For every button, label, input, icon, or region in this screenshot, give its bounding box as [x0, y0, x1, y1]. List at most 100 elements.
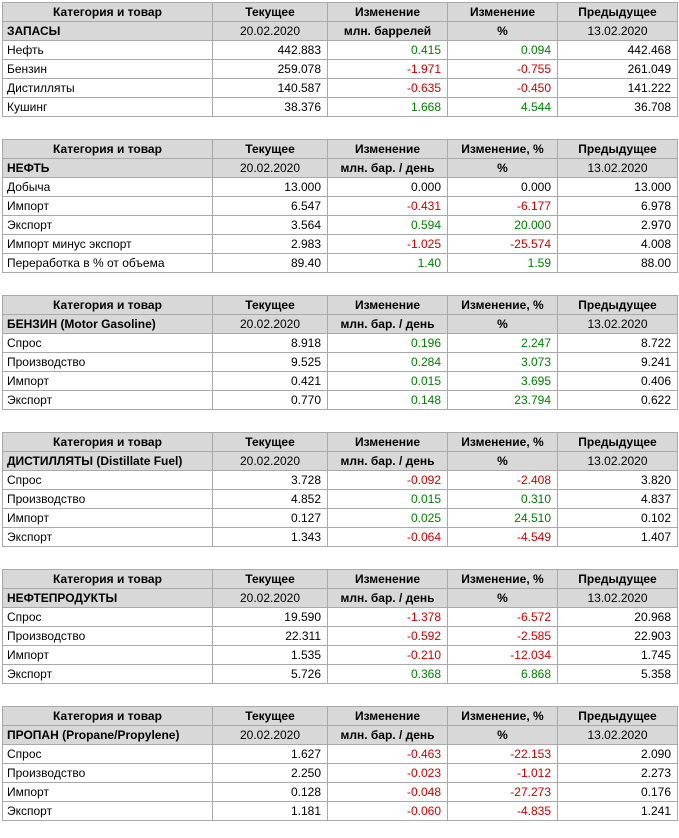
- unit-label: млн. бар. / день: [327, 314, 448, 334]
- current-value: 2.250: [212, 763, 328, 783]
- change-value: 0.015: [327, 371, 448, 391]
- data-table-crude-oil: Категория и товар Текущее Изменение Изменен…: [2, 139, 678, 273]
- previous-value: 3.820: [557, 470, 678, 490]
- column-header: Изменение: [327, 295, 448, 315]
- column-header: Текущее: [212, 295, 328, 315]
- category-cell: Бензин: [2, 59, 213, 79]
- category-cell: Спрос: [2, 744, 213, 764]
- section-title: ДИСТИЛЛЯТЫ (Distillate Fuel): [2, 451, 213, 471]
- current-value: 5.726: [212, 664, 328, 684]
- previous-value: 141.222: [557, 78, 678, 98]
- current-value: 13.000: [212, 177, 328, 197]
- table-row: Спрос 8.918 0.196 2.247 8.722: [2, 333, 678, 353]
- category-cell: Производство: [2, 352, 213, 372]
- current-value: 0.127: [212, 508, 328, 528]
- current-date-label: 20.02.2020: [212, 451, 328, 471]
- change-value: -0.064: [327, 527, 448, 547]
- change-value: 0.025: [327, 508, 448, 528]
- previous-value: 442.468: [557, 40, 678, 60]
- category-cell: Производство: [2, 763, 213, 783]
- current-value: 0.421: [212, 371, 328, 391]
- category-cell: Кушинг: [2, 97, 213, 117]
- change-percent-value: -2.585: [447, 626, 558, 646]
- change-percent-value: 2.247: [447, 333, 558, 353]
- table-row: Дистилляты 140.587 -0.635 -0.450 141.222: [2, 78, 678, 98]
- percent-label: %: [447, 725, 558, 745]
- change-percent-value: 3.695: [447, 371, 558, 391]
- previous-date-label: 13.02.2020: [557, 725, 678, 745]
- subheader-row: ДИСТИЛЛЯТЫ (Distillate Fuel) 20.02.2020 мл…: [2, 451, 678, 471]
- change-value: 0.368: [327, 664, 448, 684]
- column-header-row: Категория и товар Текущее Изменение Изменен…: [2, 139, 678, 159]
- category-cell: Экспорт: [2, 390, 213, 410]
- table-row: Экспорт 5.726 0.368 6.868 5.358: [2, 664, 678, 684]
- table-row: Импорт 1.535 -0.210 -12.034 1.745: [2, 645, 678, 665]
- category-cell: Производство: [2, 489, 213, 509]
- table-row: Импорт 0.128 -0.048 -27.273 0.176: [2, 782, 678, 802]
- previous-value: 0.622: [557, 390, 678, 410]
- column-header: Категория и товар: [2, 2, 213, 22]
- previous-value: 20.968: [557, 607, 678, 627]
- previous-value: 13.000: [557, 177, 678, 197]
- change-value: 0.015: [327, 489, 448, 509]
- column-header: Текущее: [212, 2, 328, 22]
- current-date-label: 20.02.2020: [212, 314, 328, 334]
- current-value: 1.181: [212, 801, 328, 821]
- change-percent-value: 20.000: [447, 215, 558, 235]
- column-header: Изменение, %: [447, 295, 558, 315]
- current-date-label: 20.02.2020: [212, 725, 328, 745]
- current-date-label: 20.02.2020: [212, 158, 328, 178]
- current-value: 19.590: [212, 607, 328, 627]
- change-percent-value: -6.177: [447, 196, 558, 216]
- change-percent-value: 0.310: [447, 489, 558, 509]
- change-value: -0.635: [327, 78, 448, 98]
- table-row: Производство 9.525 0.284 3.073 9.241: [2, 352, 678, 372]
- column-header: Изменение: [327, 139, 448, 159]
- column-header: Категория и товар: [2, 432, 213, 452]
- section-title: БЕНЗИН (Motor Gasoline): [2, 314, 213, 334]
- previous-value: 1.407: [557, 527, 678, 547]
- subheader-row: БЕНЗИН (Motor Gasoline) 20.02.2020 млн. ба…: [2, 314, 678, 334]
- change-value: -0.060: [327, 801, 448, 821]
- category-cell: Импорт: [2, 371, 213, 391]
- column-header: Категория и товар: [2, 706, 213, 726]
- change-percent-value: 1.59: [447, 253, 558, 273]
- change-percent-value: -22.153: [447, 744, 558, 764]
- percent-label: %: [447, 588, 558, 608]
- column-header: Категория и товар: [2, 569, 213, 589]
- column-header: Текущее: [212, 432, 328, 452]
- change-value: -1.971: [327, 59, 448, 79]
- previous-value: 8.722: [557, 333, 678, 353]
- category-cell: Импорт: [2, 645, 213, 665]
- data-table-distillates: Категория и товар Текущее Изменение Изменен…: [2, 432, 678, 547]
- previous-value: 2.090: [557, 744, 678, 764]
- column-header: Предыдущее: [557, 139, 678, 159]
- current-value: 140.587: [212, 78, 328, 98]
- change-value: 0.000: [327, 177, 448, 197]
- category-cell: Дистилляты: [2, 78, 213, 98]
- subheader-row: ЗАПАСЫ 20.02.2020 млн. баррелей% 13.02.2020: [2, 21, 678, 41]
- change-value: 1.668: [327, 97, 448, 117]
- column-header: Изменение: [447, 2, 558, 22]
- current-value: 259.078: [212, 59, 328, 79]
- change-percent-value: 6.868: [447, 664, 558, 684]
- category-cell: Добыча: [2, 177, 213, 197]
- column-header: Изменение: [327, 432, 448, 452]
- previous-value: 22.903: [557, 626, 678, 646]
- section-title: ПРОПАН (Propane/Propylene): [2, 725, 213, 745]
- change-value: -0.048: [327, 782, 448, 802]
- table-row: Добыча 13.000 0.000 0.000 13.000: [2, 177, 678, 197]
- change-value: 1.40: [327, 253, 448, 273]
- table-row: Производство 22.311 -0.592 -2.585 22.903: [2, 626, 678, 646]
- change-value: 0.148: [327, 390, 448, 410]
- current-value: 1.343: [212, 527, 328, 547]
- current-value: 3.564: [212, 215, 328, 235]
- table-row: Бензин 259.078 -1.971 -0.755 261.049: [2, 59, 678, 79]
- current-value: 0.128: [212, 782, 328, 802]
- category-cell: Импорт: [2, 782, 213, 802]
- current-value: 89.40: [212, 253, 328, 273]
- column-header-row: Категория и товар Текущее Изменение Изменен…: [2, 295, 678, 315]
- section-title: ЗАПАСЫ: [2, 21, 213, 41]
- data-table-gasoline: Категория и товар Текущее Изменение Изменен…: [2, 295, 678, 410]
- column-header: Изменение, %: [447, 432, 558, 452]
